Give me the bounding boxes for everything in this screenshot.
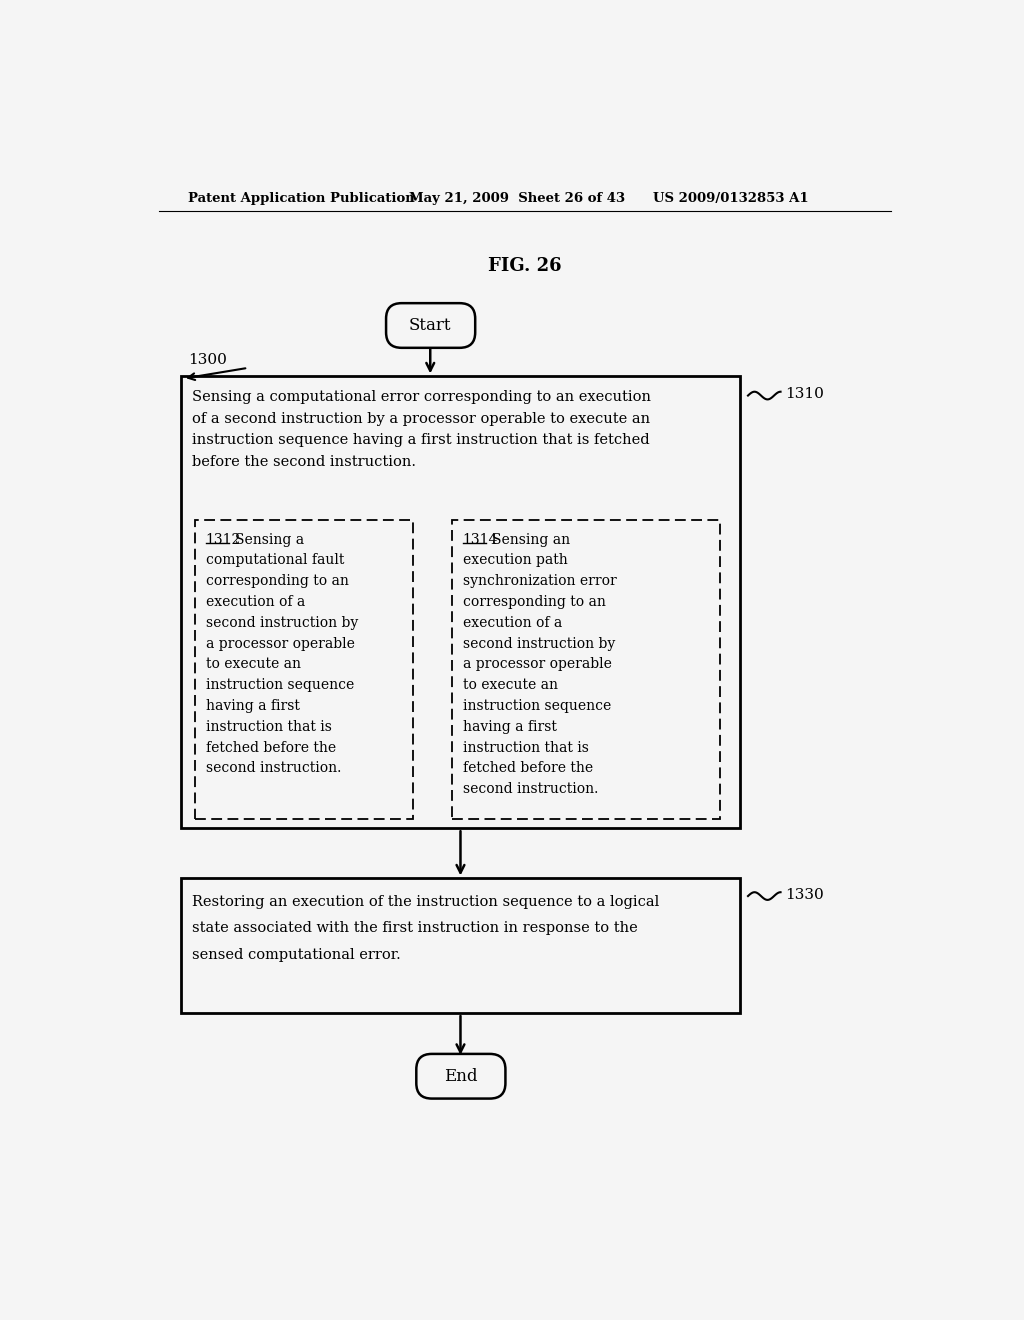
Bar [180,376,740,829]
Text: corresponding to an: corresponding to an [463,595,605,609]
Text: instruction sequence: instruction sequence [463,700,611,713]
Text: instruction that is: instruction that is [206,719,332,734]
Text: instruction sequence: instruction sequence [206,678,353,692]
Text: Sensing a: Sensing a [234,533,304,546]
Text: execution of a: execution of a [206,595,305,609]
Text: of a second instruction by a processor operable to execute an: of a second instruction by a processor o… [191,412,649,426]
Text: execution of a: execution of a [463,615,562,630]
Text: Patent Application Publication: Patent Application Publication [188,191,415,205]
Text: Sensing an: Sensing an [493,533,570,546]
Text: second instruction by: second instruction by [463,636,615,651]
Text: instruction sequence having a first instruction that is fetched: instruction sequence having a first inst… [191,433,649,447]
Text: 1300: 1300 [188,354,227,367]
Text: sensed computational error.: sensed computational error. [191,948,400,962]
Text: End: End [443,1068,477,1085]
Text: second instruction by: second instruction by [206,615,357,630]
Text: execution path: execution path [463,553,567,568]
FancyBboxPatch shape [417,1053,506,1098]
Text: a processor operable: a processor operable [463,657,611,672]
Bar [452,520,720,818]
Text: 1330: 1330 [785,887,824,902]
Text: second instruction.: second instruction. [206,762,341,775]
Text: 1310: 1310 [785,387,824,401]
Text: Restoring an execution of the instruction sequence to a logical: Restoring an execution of the instructio… [191,895,658,909]
Text: Start: Start [409,317,452,334]
Text: to execute an: to execute an [206,657,300,672]
Text: fetched before the: fetched before the [463,762,593,775]
Text: having a first: having a first [206,700,299,713]
Text: before the second instruction.: before the second instruction. [191,455,416,469]
Bar [195,520,414,818]
Text: corresponding to an: corresponding to an [206,574,348,589]
Text: US 2009/0132853 A1: US 2009/0132853 A1 [652,191,808,205]
Text: 1312: 1312 [206,533,241,546]
Text: synchronization error: synchronization error [463,574,616,589]
Text: May 21, 2009  Sheet 26 of 43: May 21, 2009 Sheet 26 of 43 [410,191,626,205]
Text: Sensing a computational error corresponding to an execution: Sensing a computational error correspond… [191,391,650,404]
Text: state associated with the first instruction in response to the: state associated with the first instruct… [191,921,637,936]
Text: a processor operable: a processor operable [206,636,354,651]
Bar [180,878,740,1014]
FancyBboxPatch shape [386,304,475,348]
Text: computational fault: computational fault [206,553,344,568]
Text: having a first: having a first [463,719,557,734]
Text: second instruction.: second instruction. [463,781,598,796]
Text: FIG. 26: FIG. 26 [488,257,561,275]
Text: fetched before the: fetched before the [206,741,336,755]
Text: 1314: 1314 [463,533,498,546]
Text: instruction that is: instruction that is [463,741,589,755]
Text: to execute an: to execute an [463,678,558,692]
